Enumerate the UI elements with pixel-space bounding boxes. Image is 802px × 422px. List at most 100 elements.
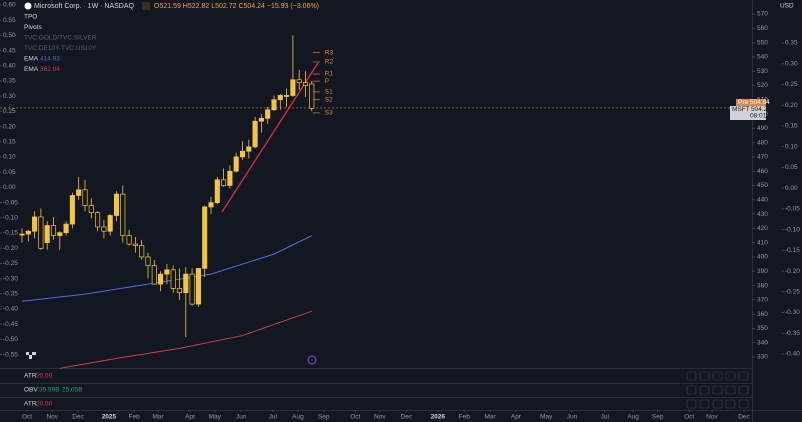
pane-button[interactable] <box>738 399 749 409</box>
currency[interactable]: USD <box>780 3 794 10</box>
legend-label[interactable]: EMA <box>24 56 39 63</box>
candle-body <box>88 205 94 214</box>
x-tick-label: Jun <box>567 414 578 421</box>
flag-icon[interactable] <box>142 2 150 10</box>
y-tick-label: 570 <box>757 11 768 18</box>
y2-tick-label: 0.05 <box>3 169 16 176</box>
x-tick-label: Oct <box>22 414 32 421</box>
y-tick-label: 430 <box>757 211 768 218</box>
pane-button[interactable] <box>738 371 749 381</box>
y-tick-label: 560 <box>757 25 768 32</box>
y-tick-label: 460 <box>757 168 768 175</box>
y3-tick-label: -0.30 <box>785 309 800 316</box>
indicator-icon[interactable] <box>307 355 317 365</box>
pane-button[interactable] <box>725 371 736 381</box>
pane-button[interactable] <box>699 371 710 381</box>
y-tick-label: 480 <box>757 139 768 146</box>
y2-tick-label: 0.15 <box>3 139 16 146</box>
y-tick-label: 340 <box>757 339 768 346</box>
pane-button[interactable] <box>712 399 723 409</box>
y2-tick-label: -0.05 <box>3 199 18 206</box>
pane-button[interactable] <box>725 385 736 395</box>
y-tick-label: 360 <box>757 311 768 318</box>
pane-label[interactable]: OBV <box>24 387 38 394</box>
candle-body <box>183 273 189 294</box>
candle-body <box>164 269 170 275</box>
y3-tick-label: -0.20 <box>785 268 800 275</box>
pane-label[interactable]: ATR <box>24 373 37 380</box>
pane-button[interactable] <box>738 385 749 395</box>
pre-price: Pre 504.84 <box>738 99 770 106</box>
legend-label[interactable]: TVC:DE10Y-TVC:US10Y <box>24 45 97 52</box>
candle-body <box>284 95 290 97</box>
y3-tick-label: 0.30 <box>785 60 798 67</box>
legend-value: 362.04 <box>40 66 60 73</box>
pane-value-2: 25.05B <box>62 387 83 394</box>
y3-tick-label: 0.25 <box>785 81 798 88</box>
candle-body <box>233 156 239 172</box>
y-tick-label: 450 <box>757 182 768 189</box>
candle-body <box>277 95 283 101</box>
candle-body <box>170 269 176 289</box>
y-tick-label: 490 <box>757 125 768 132</box>
trend-line[interactable] <box>221 62 319 213</box>
x-tick-label: Feb <box>129 414 141 421</box>
candle-body <box>309 83 315 109</box>
pane-label[interactable]: ATR <box>24 401 37 408</box>
legend-label[interactable]: TPO <box>24 14 37 21</box>
candle-body <box>120 193 126 236</box>
x-tick-label: Apr <box>185 414 196 421</box>
pane-button[interactable] <box>699 399 710 409</box>
price-symbol: MSFT <box>732 106 750 113</box>
candle-body <box>145 256 151 266</box>
y2-tick-label: -0.40 <box>3 306 18 313</box>
y2-tick-label: -0.55 <box>3 351 18 358</box>
y3-tick-label: 0.05 <box>785 164 798 171</box>
y-tick-label: 370 <box>757 297 768 304</box>
pivot-label: S3 <box>325 110 333 117</box>
y-tick-label: 440 <box>757 197 768 204</box>
candle-body <box>76 189 82 196</box>
y2-tick-label: -0.30 <box>3 275 18 282</box>
pivot-label: R3 <box>325 49 334 56</box>
candle-body <box>63 223 69 234</box>
pane-button[interactable] <box>712 371 723 381</box>
pane-button[interactable] <box>686 371 697 381</box>
candle-body <box>69 195 75 225</box>
pivot-label: R2 <box>325 59 334 66</box>
legend-label[interactable]: TVC:GOLD/TVC:SILVER <box>24 35 97 42</box>
x-tick-label: Dec <box>401 414 413 421</box>
pane-button[interactable] <box>699 385 710 395</box>
candle-body <box>19 233 25 236</box>
y2-tick-label: 0.60 <box>3 2 16 9</box>
y-tick-label: 520 <box>757 82 768 89</box>
x-tick-label: Nov <box>706 414 718 421</box>
candle-body <box>113 193 120 216</box>
x-tick-label: Dec <box>72 414 84 421</box>
candle-body <box>101 226 107 232</box>
pane-button[interactable] <box>686 399 697 409</box>
candle-body <box>265 109 271 119</box>
legend-value: 414.93 <box>40 56 60 63</box>
x-tick-label: Nov <box>46 414 58 421</box>
y-tick-label: 540 <box>757 54 768 61</box>
y-tick-label: 380 <box>757 282 768 289</box>
pane-button[interactable] <box>725 399 736 409</box>
x-tick-label: Aug <box>627 414 639 421</box>
pre-tag <box>736 98 766 106</box>
legend-label[interactable]: EMA <box>24 66 39 73</box>
candle-body <box>214 179 220 204</box>
legend-label[interactable]: Pivots <box>24 24 42 31</box>
pane-button[interactable] <box>686 385 697 395</box>
candle-body <box>189 273 195 305</box>
pivot-label: S1 <box>325 89 333 96</box>
ohlc-values: O521.59 H522.82 L502.72 C504.24 −15.93 (… <box>154 3 319 10</box>
candle-body <box>202 206 208 269</box>
y-tick-label: 470 <box>757 154 768 161</box>
price-last: 504.24 <box>751 106 771 113</box>
x-tick-label: Jun <box>236 414 247 421</box>
pane-button[interactable] <box>712 385 723 395</box>
candle-body <box>296 79 302 83</box>
y3-tick-label: 0.15 <box>785 123 798 130</box>
